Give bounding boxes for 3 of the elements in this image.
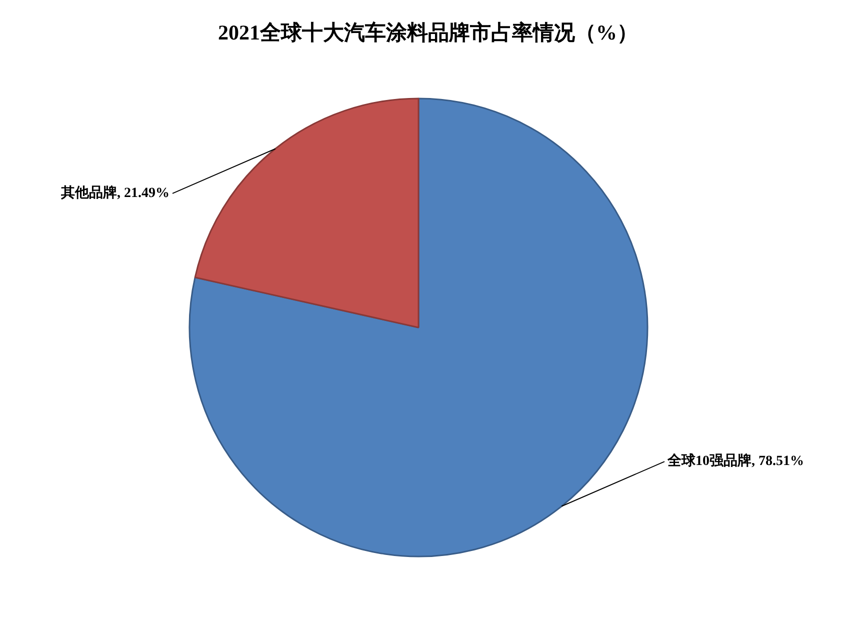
slice-label: 全球10强品牌, 78.51% — [666, 453, 804, 470]
slice-label: 其他品牌, 21.49% — [60, 184, 170, 201]
chart-title: 2021全球十大汽车涂料品牌市占率情况（%） — [218, 20, 638, 44]
